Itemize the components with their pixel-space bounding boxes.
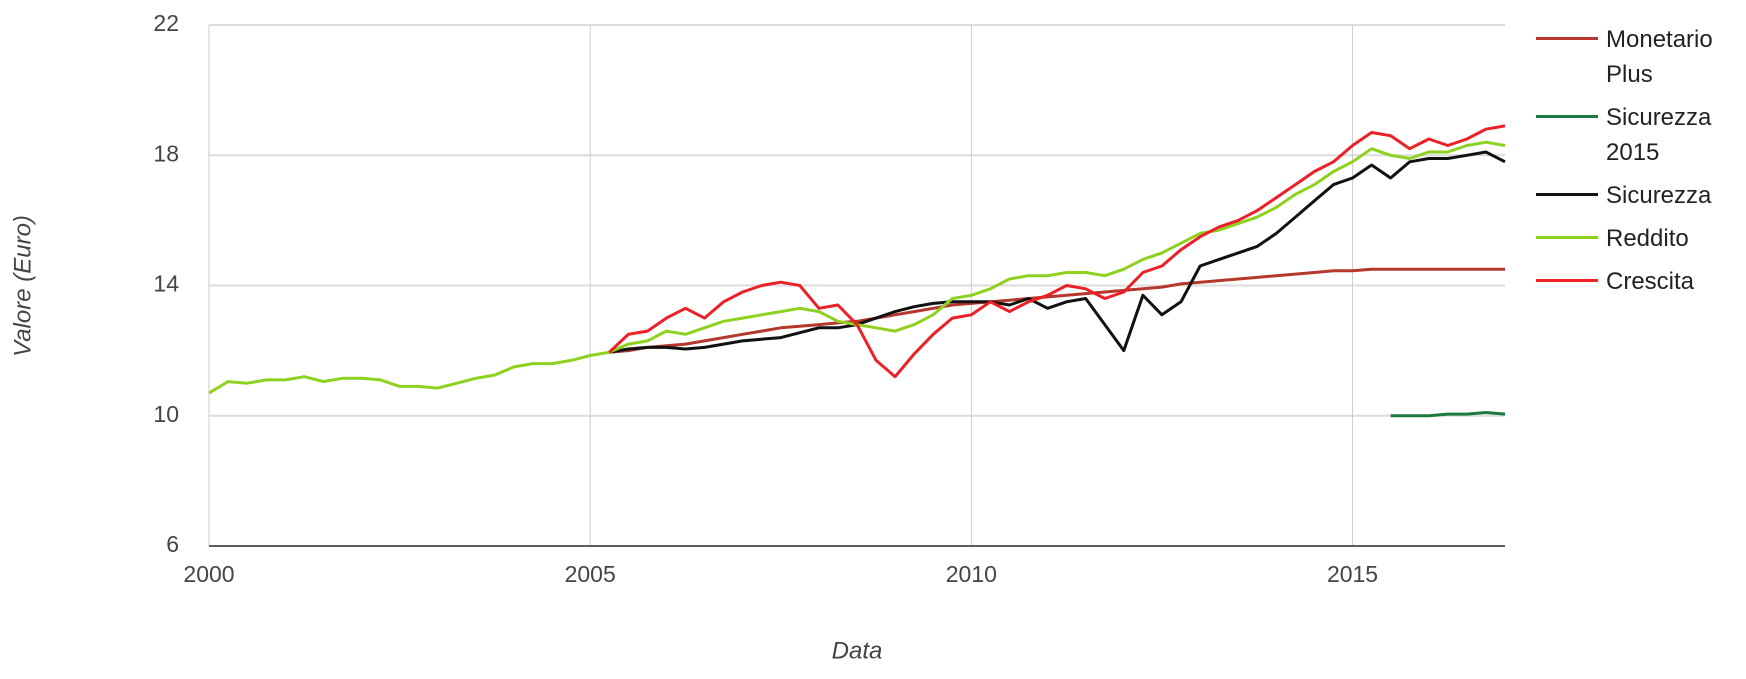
y-tick-label: 14 [153, 271, 179, 297]
x-tick-label: 2000 [183, 561, 234, 587]
legend-swatch [1536, 236, 1598, 239]
legend-item: Monetario Plus [1536, 22, 1741, 92]
chart: Valore (Euro) Data 6 10 14 18 22 2000 2005 2010… [9, 10, 1506, 664]
legend-label: Monetario Plus [1606, 26, 1713, 88]
series-line [1390, 411, 1506, 418]
x-tick-label: 2010 [946, 561, 997, 587]
series-line [608, 124, 1506, 379]
legend-item: Crescita [1536, 264, 1741, 299]
legend-label: Sicurezza [1606, 182, 1712, 209]
legend-label: Crescita [1606, 268, 1695, 295]
x-tick-label: 2015 [1327, 561, 1378, 587]
series-line [609, 267, 1505, 354]
x-axis-title: Data [832, 637, 883, 664]
y-tick-label: 10 [153, 401, 179, 427]
x-tick-label: 2005 [565, 561, 616, 587]
legend-label: Reddito [1606, 225, 1689, 252]
legend-swatch [1536, 193, 1598, 196]
legend-swatch [1536, 37, 1598, 40]
legend-item: Reddito [1536, 221, 1741, 256]
y-tick-label: 22 [153, 10, 179, 36]
y-axis-title: Valore (Euro) [9, 215, 36, 357]
series-line [608, 150, 1506, 354]
series-line [208, 140, 1506, 395]
legend-item: Sicurezza 2015 [1536, 100, 1741, 170]
y-tick-label: 6 [166, 531, 179, 557]
legend-label: Sicurezza 2015 [1606, 104, 1712, 166]
legend-item: Sicurezza [1536, 178, 1741, 213]
legend-swatch [1536, 115, 1598, 118]
legend-swatch [1536, 279, 1598, 282]
legend: Monetario Plus Sicurezza 2015 Sicurezza Red… [1536, 22, 1741, 307]
y-tick-label: 18 [153, 140, 179, 166]
